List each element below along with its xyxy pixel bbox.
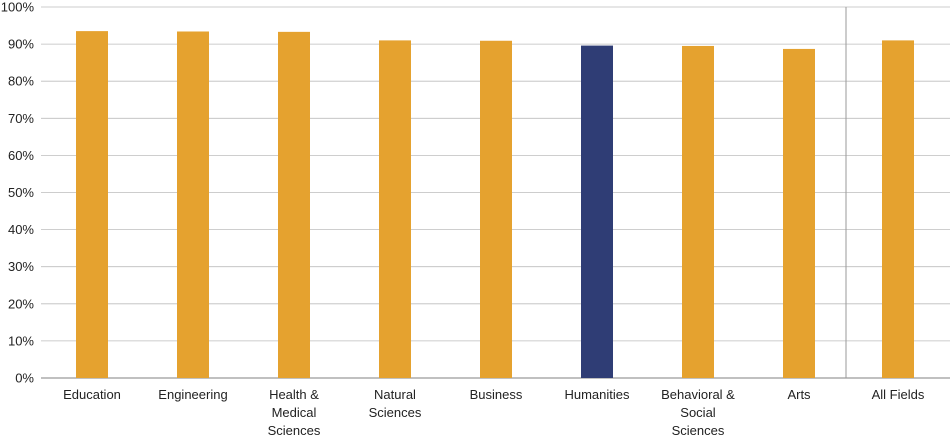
x-tick-label: Engineering xyxy=(158,387,227,402)
bar xyxy=(682,45,714,379)
y-tick-label: 20% xyxy=(8,296,34,311)
y-tick-label: 70% xyxy=(8,111,34,126)
bar xyxy=(581,45,613,379)
x-tick-label: Health & Medical Sciences xyxy=(268,387,321,438)
bar xyxy=(379,40,411,378)
x-tick-label: Natural Sciences xyxy=(369,387,422,420)
y-tick-label: 10% xyxy=(8,333,34,348)
y-tick-labels: 0% 10% 20% 30% 40% 50% 60% 70% 80% 90% 100% xyxy=(1,0,35,386)
x-tick-label: Education xyxy=(63,387,121,402)
bar xyxy=(480,40,512,379)
y-tick-label: 40% xyxy=(8,222,34,237)
y-tick-label: 100% xyxy=(1,0,35,15)
x-tick-label: Business xyxy=(470,387,523,402)
bars-layer xyxy=(76,31,914,379)
y-tick-label: 50% xyxy=(8,185,34,200)
bar xyxy=(177,31,209,379)
y-tick-label: 80% xyxy=(8,74,34,89)
y-tick-label: 0% xyxy=(15,371,34,386)
x-tick-label: Humanities xyxy=(564,387,630,402)
bar xyxy=(76,31,108,379)
x-tick-label: All Fields xyxy=(872,387,925,402)
bar xyxy=(783,48,815,378)
y-tick-label: 90% xyxy=(8,37,34,52)
bar xyxy=(278,31,310,379)
bar xyxy=(882,40,914,378)
y-tick-label: 30% xyxy=(8,259,34,274)
x-tick-label: Arts xyxy=(787,387,811,402)
y-tick-label: 60% xyxy=(8,148,34,163)
x-tick-label: Behavioral & Social Sciences xyxy=(661,387,735,438)
x-tick-labels: Education Engineering Health & Medical Scien… xyxy=(63,387,925,438)
